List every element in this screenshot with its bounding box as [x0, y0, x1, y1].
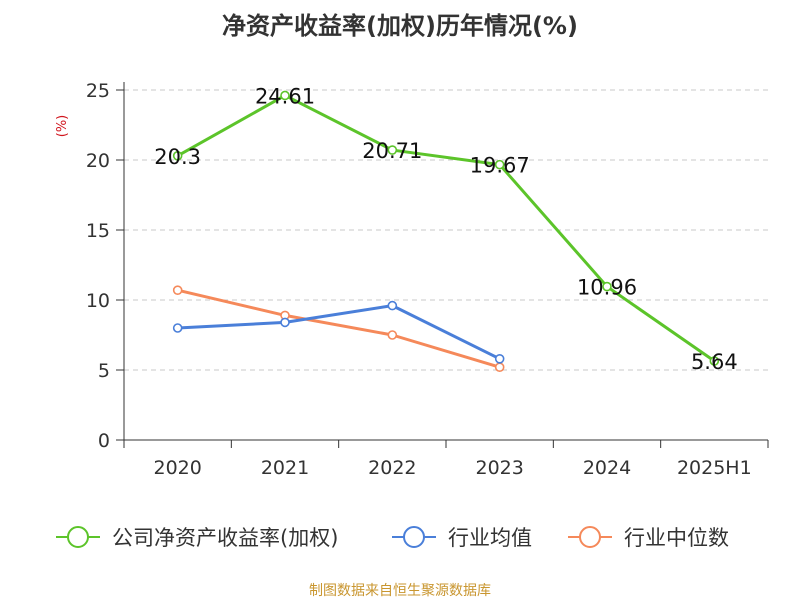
data-point [387, 300, 398, 311]
data-point [494, 353, 505, 364]
legend-swatch-marker [67, 526, 89, 548]
y-axis-label: (%) [55, 115, 70, 138]
series-lines [172, 90, 720, 373]
data-label: 10.96 [577, 276, 637, 300]
data-labels: 20.3 24.61 20.71 19.67 10.96 5.64 [154, 84, 737, 374]
legend-swatch-marker [403, 526, 425, 548]
legend: 公司净资产收益率(加权) 行业均值 行业中位数 [56, 526, 729, 550]
data-point [709, 356, 720, 366]
x-tick-label: 2025H1 [677, 457, 752, 479]
series-line [176, 93, 716, 363]
legend-swatch-marker [579, 526, 601, 548]
data-point [387, 330, 398, 340]
x-tick-label: 2021 [261, 457, 309, 479]
y-tick-label: 25 [86, 80, 110, 102]
data-label: 20.71 [362, 139, 422, 163]
data-label: 20.3 [154, 145, 201, 169]
data-label: 19.67 [470, 154, 530, 178]
data-point [172, 151, 183, 161]
data-label: 5.64 [691, 350, 738, 374]
data-point [602, 281, 612, 292]
data-point [494, 362, 505, 373]
data-point [280, 90, 290, 101]
data-label: 24.61 [255, 84, 315, 108]
legend-label: 行业均值 [448, 526, 532, 550]
data-point [387, 145, 398, 155]
legend-label: 公司净资产收益率(加权) [112, 526, 338, 550]
y-tick-label: 20 [86, 150, 110, 172]
x-tick-label: 2024 [583, 457, 631, 479]
series-line [176, 288, 502, 369]
source-note: 制图数据来自恒生聚源数据库 [309, 583, 491, 599]
legend-label: 行业中位数 [624, 526, 729, 550]
data-point [494, 159, 505, 170]
data-point [280, 317, 290, 328]
x-tick-label: 2020 [153, 457, 201, 479]
data-point [172, 285, 183, 296]
x-tick-label: 2023 [475, 457, 523, 479]
y-tick-label: 5 [98, 360, 110, 382]
y-tick-label: 10 [86, 290, 110, 312]
series-line [176, 304, 502, 361]
axes: 0 5 10 15 20 25 2020 2021 2022 2023 2024 2025H1 [86, 80, 769, 479]
y-tick-label: 15 [86, 220, 110, 242]
y-tick-label: 0 [98, 430, 110, 452]
data-point [172, 323, 183, 333]
x-tick-label: 2022 [368, 457, 416, 479]
chart-title: 净资产收益率(加权)历年情况(%) [222, 12, 578, 40]
